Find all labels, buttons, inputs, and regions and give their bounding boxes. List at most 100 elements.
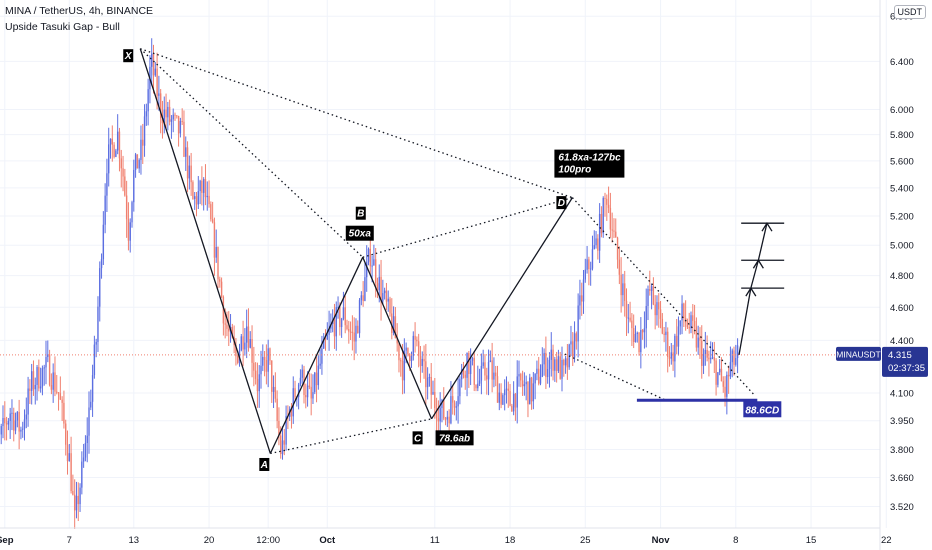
candle-body (512, 393, 515, 412)
candle-body (125, 195, 128, 220)
candle-body (25, 414, 27, 420)
candle-body (4, 417, 6, 424)
time-axis[interactable]: Sep7132012:00Oct111825Nov8152229 (0, 527, 932, 546)
candle-body (548, 359, 551, 370)
candle-body (645, 306, 647, 329)
point-x-label: X (123, 49, 134, 63)
candle-body (727, 374, 730, 377)
ratio-b-label: 50xa (345, 225, 374, 241)
candle-body (290, 409, 293, 417)
indicator-label[interactable]: Upside Tasuki Gap - Bull (5, 21, 120, 33)
candle-body (176, 115, 178, 117)
candle-body (337, 306, 339, 308)
symbol-tag-text: MINAUSDT (836, 349, 880, 359)
candle-body (344, 307, 346, 326)
candle-body (75, 495, 78, 511)
candle-body (652, 286, 655, 305)
candle-body (208, 195, 210, 205)
candle-body (417, 341, 420, 357)
candle-body (726, 374, 728, 397)
label-box (882, 346, 928, 377)
candle-body (446, 416, 449, 420)
candle-body (335, 307, 337, 337)
candle-body (317, 365, 320, 386)
candle-body (699, 337, 701, 341)
candle-body (16, 412, 19, 421)
candle-body (159, 93, 162, 119)
candle-body (134, 154, 137, 170)
candle-body (629, 317, 631, 321)
candle-body (656, 302, 658, 316)
candle-body (713, 357, 715, 361)
candle-body (613, 230, 615, 232)
time-tick-label: 12:00 (256, 535, 280, 546)
point-b-label: B (355, 206, 366, 220)
candle-body (455, 406, 457, 408)
pattern-leg (269, 256, 364, 454)
time-tick-label: 15 (806, 535, 817, 546)
candle-body (100, 259, 103, 269)
ratio-c-label: 78.6ab (435, 430, 474, 446)
candle-body (199, 180, 201, 192)
candle-body (654, 304, 656, 316)
price-axis[interactable]: 3.520 3.660 3.800 3.950 4.100 4.400 4.600 4.800… (836, 0, 928, 550)
candle-body (459, 379, 461, 397)
point-d-label: D (556, 196, 567, 210)
candle-body (360, 295, 363, 301)
candle-body (285, 415, 287, 445)
candle-body (561, 359, 563, 379)
price-tick-label: 3.520 (890, 502, 914, 513)
candle-body (538, 368, 540, 384)
candle-body (280, 435, 282, 455)
time-tick-label: Sep (0, 535, 14, 546)
candle-body (95, 341, 97, 345)
candle-body (245, 326, 248, 343)
price-tick-label: 5.800 (890, 130, 914, 141)
last-price-value: 4.315 (888, 350, 912, 361)
candle-body (323, 338, 325, 349)
price-tick-label: 5.600 (890, 156, 914, 167)
symbol-title[interactable]: MINA / TetherUS, 4h, BINANCE (5, 5, 154, 17)
candle-body (220, 281, 223, 298)
currency-button[interactable]: USDT (893, 5, 926, 19)
candle-body (269, 348, 271, 361)
candle-body (253, 362, 255, 371)
tp-arrow (757, 223, 768, 261)
candle-body (620, 274, 622, 296)
candle-body (473, 357, 475, 385)
candle-body (566, 358, 569, 368)
candle-body (124, 176, 126, 196)
candle-body (435, 408, 438, 419)
label-text: 50xa (349, 229, 372, 240)
candle-body (52, 372, 54, 390)
candle-body (306, 385, 309, 398)
candle-body (72, 490, 74, 495)
candle-body (650, 286, 653, 291)
candle-body (22, 428, 24, 430)
candle-body (251, 339, 253, 363)
candle-body (434, 391, 436, 409)
candle-body (573, 333, 576, 358)
candle-body (609, 207, 612, 230)
candle-body (423, 358, 425, 362)
candle-body (145, 111, 148, 117)
candle-body (478, 380, 481, 384)
price-tick-label: 3.660 (890, 473, 914, 484)
candle-body (468, 352, 470, 375)
candle-body (13, 412, 15, 431)
candle-body (514, 393, 517, 408)
candle-body (283, 440, 285, 445)
label-box (556, 196, 567, 210)
candle-body (41, 368, 44, 387)
candle-body (464, 374, 466, 378)
candle-body (704, 350, 707, 355)
candle-body (625, 300, 628, 318)
candle-body (600, 213, 603, 234)
candle-body (111, 138, 113, 145)
candle-body (615, 231, 617, 238)
price-tick-label: 4.600 (890, 303, 914, 314)
candle-body (131, 202, 133, 223)
candle-body (636, 332, 638, 334)
